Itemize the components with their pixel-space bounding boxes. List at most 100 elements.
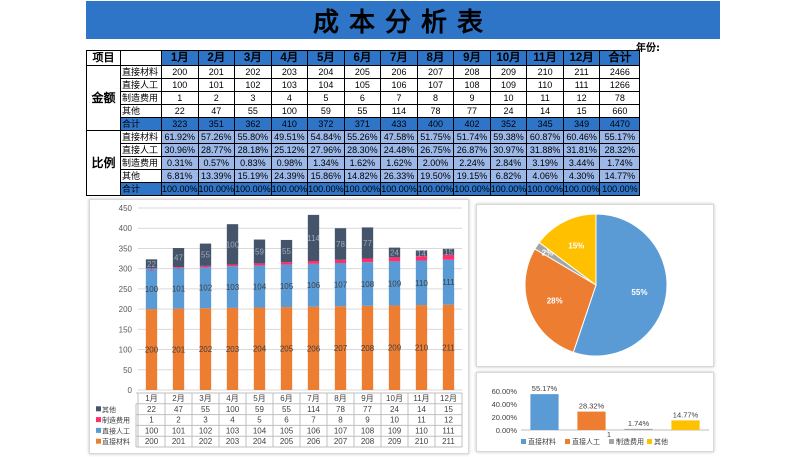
bar-data-label: 2 bbox=[177, 265, 181, 271]
amount-value-cell: 351 bbox=[197, 117, 236, 131]
table-value: 114 bbox=[307, 405, 320, 414]
bar-data-label: 7 bbox=[312, 259, 316, 265]
x-tick-label: 8月 bbox=[334, 394, 346, 403]
ratio-total-cell: 100.00% bbox=[599, 182, 641, 196]
ratio-value-cell: 100.00% bbox=[416, 182, 455, 196]
table-value: 77 bbox=[363, 405, 372, 414]
ratio-total-cell: 14.77% bbox=[599, 169, 641, 183]
amount-total-cell: 660 bbox=[599, 104, 641, 118]
ratio-value-cell: 31.81% bbox=[562, 143, 601, 157]
amount-value-cell: 7 bbox=[380, 91, 418, 105]
bar-segment bbox=[388, 261, 401, 306]
amount-row: 直接人工 100 101 102 103 104 105 106 107 108 109 110 111… bbox=[87, 78, 641, 92]
legend-label: 制造费用 bbox=[102, 416, 130, 425]
bar-data-label: 3 bbox=[204, 264, 208, 270]
header-item-cell: 项目 bbox=[86, 50, 121, 66]
bar-segment bbox=[334, 259, 347, 264]
pie-data-label: 55% bbox=[631, 288, 647, 297]
pie-chart-panel[interactable]: 55% 28% 2% 15% bbox=[476, 204, 714, 367]
legend-label: 其他 bbox=[654, 437, 668, 446]
table-value: 204 bbox=[253, 437, 267, 446]
ratio-value-cell: 26.87% bbox=[453, 143, 491, 157]
amount-value-cell: 110 bbox=[526, 78, 564, 92]
header-total-cell: 合计 bbox=[599, 50, 641, 66]
y-tick-label: 250 bbox=[119, 285, 133, 294]
bar-data-label: 204 bbox=[253, 345, 267, 354]
amount-value-cell: 207 bbox=[416, 65, 455, 79]
ratio-value-cell: 57.26% bbox=[197, 130, 236, 144]
ratio-value-cell: 24.48% bbox=[380, 143, 418, 157]
table-value: 8 bbox=[338, 416, 343, 425]
ratio-value-cell: 61.92% bbox=[161, 130, 199, 144]
ratio-value-cell: 4.30% bbox=[562, 169, 601, 183]
amount-value-cell: 3 bbox=[234, 91, 272, 105]
legend-label: 制造费用 bbox=[616, 437, 644, 446]
table-value: 11 bbox=[417, 416, 426, 425]
amount-value-cell: 211 bbox=[562, 65, 601, 79]
amount-value-cell: 352 bbox=[489, 117, 528, 131]
legend-key bbox=[96, 417, 101, 423]
amount-value-cell: 8 bbox=[416, 91, 455, 105]
bar-segment bbox=[145, 309, 158, 390]
ratio-value-cell: 59.38% bbox=[489, 130, 528, 144]
amount-value-cell: 2 bbox=[197, 91, 236, 105]
bar-segment bbox=[442, 248, 455, 255]
ratio-value-cell: 6.82% bbox=[489, 169, 528, 183]
table-value: 207 bbox=[334, 437, 348, 446]
ratio-value-cell: 30.96% bbox=[161, 143, 199, 157]
bar-segment bbox=[280, 262, 293, 265]
page-title: 成本分析表 bbox=[312, 7, 493, 38]
table-value: 209 bbox=[388, 437, 402, 446]
bar-segment bbox=[145, 268, 158, 269]
x-tick-label: 5月 bbox=[253, 394, 265, 403]
amount-value-cell: 102 bbox=[234, 78, 272, 92]
table-value: 55 bbox=[282, 405, 291, 414]
amount-value-cell: 103 bbox=[270, 78, 309, 92]
table-value: 200 bbox=[145, 437, 159, 446]
amount-value-cell: 100 bbox=[270, 104, 309, 118]
ratio-value-cell: 15.19% bbox=[234, 169, 272, 183]
table-value: 100 bbox=[226, 405, 240, 414]
table-value: 101 bbox=[172, 426, 186, 435]
ratio-value-cell: 27.96% bbox=[307, 143, 345, 157]
stacked-chart-panel[interactable]: 0 50 100 150 200 250 300 350 400 450 200 100 1 22 201 1… bbox=[89, 199, 469, 454]
y-tick-label: 50 bbox=[123, 366, 132, 375]
x-tick-label: 10月 bbox=[386, 394, 403, 403]
amount-value-cell: 202 bbox=[234, 65, 272, 79]
ratio-value-cell: 0.57% bbox=[197, 156, 236, 170]
ratio-value-cell: 100.00% bbox=[161, 182, 199, 196]
ratio-value-cell: 54.84% bbox=[307, 130, 345, 144]
x-tick-label: 7月 bbox=[307, 394, 319, 403]
amount-total-cell: 2466 bbox=[599, 65, 641, 79]
amount-value-cell: 104 bbox=[307, 78, 345, 92]
ratio-value-cell: 3.44% bbox=[562, 156, 601, 170]
ratio-total-cell: 28.32% bbox=[599, 143, 641, 157]
bar bbox=[577, 411, 606, 430]
ratio-group-label: 比例 bbox=[86, 130, 121, 196]
bar-segment bbox=[199, 308, 212, 390]
ratio-value-cell: 13.39% bbox=[197, 169, 236, 183]
amount-row-label: 直接人工 bbox=[120, 78, 162, 92]
ratio-value-cell: 55.26% bbox=[343, 130, 382, 144]
header-month-cell: 5月 bbox=[307, 50, 345, 66]
bar bbox=[530, 394, 559, 430]
ratio-value-cell: 51.75% bbox=[416, 130, 455, 144]
amount-sum-row: 合计 323 351 362 410 372 371 433 400 402 352 345 349 44… bbox=[87, 117, 641, 131]
ratio-total-cell: 55.17% bbox=[599, 130, 641, 144]
bar-segment bbox=[280, 264, 293, 308]
amount-value-cell: 410 bbox=[270, 117, 309, 131]
amount-value-cell: 105 bbox=[343, 78, 382, 92]
bar-data-label: 201 bbox=[172, 345, 186, 354]
bar-segment bbox=[415, 260, 428, 306]
legend-key bbox=[96, 438, 101, 444]
table-value: 22 bbox=[147, 405, 156, 414]
ratio-value-cell: 14.82% bbox=[343, 169, 382, 183]
ratio-bar-panel[interactable]: 0.00% 20.00% 40.00% 60.00% 55.17% 28.32% 1.74%… bbox=[476, 372, 714, 452]
ratio-value-cell: 100.00% bbox=[453, 182, 491, 196]
bar-data-label: 209 bbox=[388, 344, 402, 353]
amount-total-cell: 4470 bbox=[599, 117, 641, 131]
y-tick-label: 60.00% bbox=[492, 387, 518, 396]
table-value: 104 bbox=[253, 426, 267, 435]
amount-value-cell: 372 bbox=[307, 117, 345, 131]
header-month-cell: 8月 bbox=[416, 50, 455, 66]
